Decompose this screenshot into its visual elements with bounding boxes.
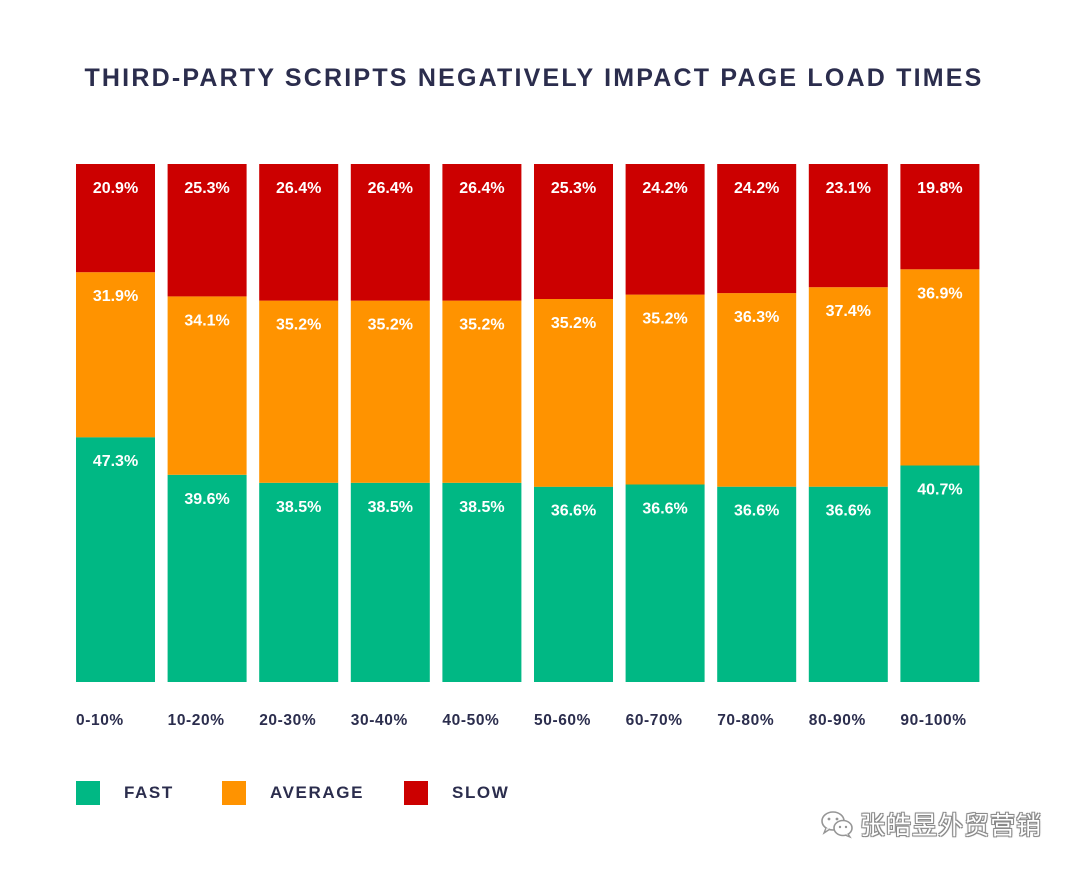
- legend-swatch-slow: [404, 781, 428, 805]
- bar-segment-average-50-60%: [534, 299, 613, 487]
- legend-label-slow: SLOW: [452, 783, 510, 802]
- bar-segment-average-40-50%: [442, 300, 522, 483]
- x-tick-label-60-70%: 60-70%: [626, 712, 683, 729]
- bar-segment-slow-0-10%: [76, 164, 155, 273]
- bar-segment-slow-60-70%: [625, 164, 705, 295]
- data-label-slow-90-100%: 19.8%: [917, 180, 962, 197]
- chart-title: THIRD-PARTY SCRIPTS NEGATIVELY IMPACT PA…: [84, 64, 984, 92]
- bar-segment-slow-20-30%: [259, 164, 339, 301]
- data-label-average-40-50%: 35.2%: [459, 317, 504, 334]
- data-label-fast-40-50%: 38.5%: [459, 499, 504, 516]
- data-label-average-20-30%: 35.2%: [276, 317, 321, 334]
- data-label-fast-20-30%: 38.5%: [276, 499, 321, 516]
- data-label-average-50-60%: 35.2%: [551, 315, 596, 332]
- data-label-average-90-100%: 36.9%: [917, 285, 962, 302]
- bar-segment-fast-80-90%: [808, 486, 888, 682]
- bar-segment-slow-90-100%: [900, 164, 980, 270]
- data-label-slow-60-70%: 24.2%: [642, 180, 687, 197]
- data-label-slow-40-50%: 26.4%: [459, 180, 504, 197]
- data-label-average-0-10%: 31.9%: [93, 288, 138, 305]
- bar-segment-average-30-40%: [350, 300, 430, 483]
- x-tick-label-10-20%: 10-20%: [168, 712, 225, 729]
- x-tick-label-30-40%: 30-40%: [351, 712, 408, 729]
- bar-segment-fast-30-40%: [350, 482, 430, 682]
- data-label-slow-50-60%: 25.3%: [551, 180, 596, 197]
- watermark: 张皓昱外贸营销: [820, 804, 1042, 844]
- bar-segment-slow-10-20%: [167, 164, 247, 297]
- data-label-fast-30-40%: 38.5%: [368, 499, 413, 516]
- data-label-slow-20-30%: 26.4%: [276, 180, 321, 197]
- data-label-fast-60-70%: 36.6%: [642, 501, 687, 518]
- data-label-fast-90-100%: 40.7%: [917, 482, 962, 499]
- bar-segment-average-70-80%: [717, 293, 797, 487]
- x-tick-label-50-60%: 50-60%: [534, 712, 591, 729]
- x-tick-label-90-100%: 90-100%: [900, 712, 966, 729]
- bar-segment-average-10-20%: [167, 296, 247, 475]
- legend-label-average: AVERAGE: [270, 783, 365, 802]
- bar-segment-fast-90-100%: [900, 465, 980, 682]
- data-label-fast-70-80%: 36.6%: [734, 503, 779, 520]
- bar-segment-fast-60-70%: [625, 484, 705, 682]
- bar-segment-slow-70-80%: [717, 164, 797, 294]
- legend-swatch-average: [222, 781, 246, 805]
- bar-segment-fast-20-30%: [259, 482, 339, 682]
- data-label-average-10-20%: 34.1%: [184, 312, 229, 329]
- bar-segment-average-0-10%: [76, 272, 155, 438]
- bar-segment-fast-70-80%: [717, 486, 797, 682]
- bar-segment-average-20-30%: [259, 300, 339, 483]
- legend-item-average: AVERAGE: [222, 780, 364, 806]
- legend-item-slow: SLOW: [404, 780, 509, 806]
- bar-segment-average-90-100%: [900, 269, 980, 466]
- legend: FAST AVERAGE SLOW: [76, 780, 676, 810]
- data-label-fast-50-60%: 36.6%: [551, 503, 596, 520]
- data-label-slow-70-80%: 24.2%: [734, 180, 779, 197]
- watermark-text: 张皓昱外贸营销: [860, 811, 1043, 840]
- legend-item-fast: FAST: [76, 780, 174, 806]
- x-tick-label-80-90%: 80-90%: [809, 712, 866, 729]
- bar-segment-average-80-90%: [808, 287, 888, 487]
- legend-swatch-fast: [76, 781, 100, 805]
- bar-segment-slow-50-60%: [534, 164, 613, 299]
- bar-segment-slow-30-40%: [350, 164, 430, 301]
- legend-label-fast: FAST: [124, 783, 174, 802]
- wechat-icon: [821, 811, 853, 839]
- bar-segment-slow-80-90%: [808, 164, 888, 288]
- data-label-fast-0-10%: 47.3%: [93, 453, 138, 470]
- data-label-average-30-40%: 35.2%: [368, 317, 413, 334]
- data-label-fast-80-90%: 36.6%: [826, 503, 871, 520]
- bar-segment-fast-10-20%: [167, 474, 247, 682]
- bar-segment-average-60-70%: [625, 294, 705, 485]
- data-label-slow-80-90%: 23.1%: [826, 180, 871, 197]
- data-label-average-80-90%: 37.4%: [826, 303, 871, 320]
- x-tick-labels-layer: 0-10% 10-20% 20-30% 30-40% 40-50% 50-60% 60-70…: [76, 712, 966, 729]
- bar-segment-slow-40-50%: [442, 164, 522, 301]
- bar-segment-fast-40-50%: [442, 482, 522, 682]
- bars-layer: [76, 164, 980, 682]
- x-tick-label-70-80%: 70-80%: [717, 712, 774, 729]
- data-label-slow-0-10%: 20.9%: [93, 180, 138, 197]
- bar-segment-fast-0-10%: [76, 437, 155, 682]
- data-label-average-70-80%: 36.3%: [734, 309, 779, 326]
- x-tick-label-0-10%: 0-10%: [76, 712, 124, 729]
- data-label-slow-30-40%: 26.4%: [368, 180, 413, 197]
- data-labels-layer: 47.3% 31.9% 20.9% 39.6% 34.1% 25.3% 38.5% 35.2%…: [93, 180, 963, 520]
- bar-segment-fast-50-60%: [534, 486, 613, 682]
- x-tick-label-40-50%: 40-50%: [442, 712, 499, 729]
- x-tick-label-20-30%: 20-30%: [259, 712, 316, 729]
- data-label-average-60-70%: 35.2%: [642, 311, 687, 328]
- data-label-slow-10-20%: 25.3%: [184, 180, 229, 197]
- data-label-fast-10-20%: 39.6%: [184, 491, 229, 508]
